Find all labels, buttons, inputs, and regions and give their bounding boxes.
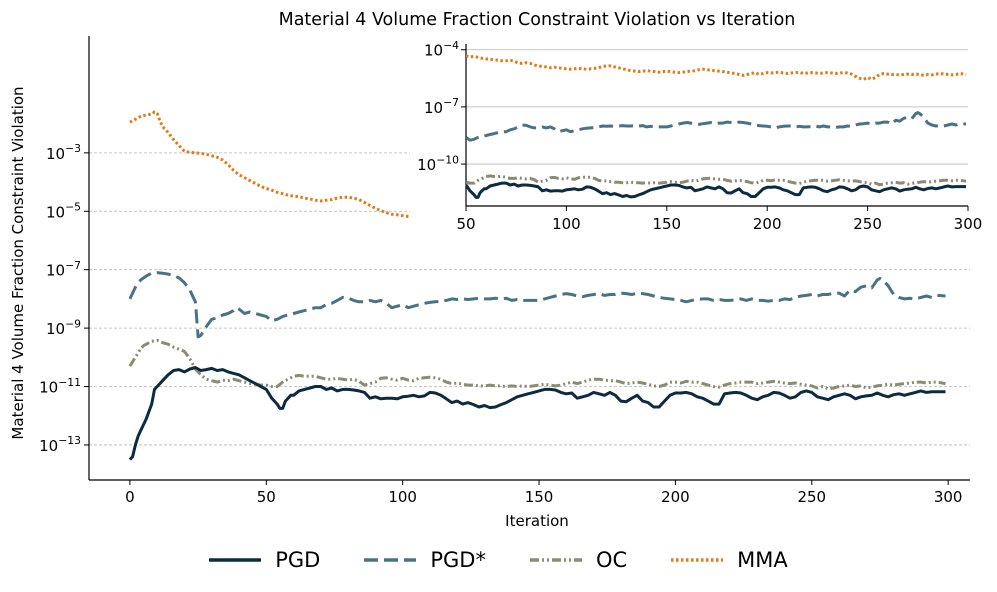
inset-plot: 10−4 10−7 10−10 50 100 150 200 250 300 xyxy=(410,36,982,238)
x-tick-label: 250 xyxy=(797,488,826,506)
chart-title: Material 4 Volume Fraction Constraint Vi… xyxy=(279,10,796,30)
inset-x-tick-label: 50 xyxy=(456,215,475,233)
legend-swatch-oc xyxy=(529,558,582,562)
inset-x-tick-label: 150 xyxy=(652,215,681,233)
inset-x-tick-label: 100 xyxy=(552,215,581,233)
legend: PGD PGD* OC MMA xyxy=(0,538,997,582)
y-tick-label: 10−11 xyxy=(39,376,81,397)
inset-x-tick-label: 250 xyxy=(853,215,882,233)
legend-item-mma: MMA xyxy=(671,548,788,572)
inset-background xyxy=(410,36,972,238)
y-tick-label: 10−9 xyxy=(46,317,81,338)
legend-swatch-mma xyxy=(671,558,724,562)
inset-series-line-pgd-star xyxy=(466,111,967,142)
y-tick-label: 10−13 xyxy=(39,434,81,455)
inset-y-tick-label: 10−7 xyxy=(424,96,459,117)
legend-label-pgd: PGD xyxy=(275,548,321,572)
x-axis-label: Iteration xyxy=(505,512,569,530)
inset-y-tick-label: 10−10 xyxy=(417,153,459,174)
y-axis-label: Material 4 Volume Fraction Constraint Vi… xyxy=(9,86,27,439)
y-tick-label: 10−7 xyxy=(46,259,81,280)
inset-x-tick-label: 200 xyxy=(753,215,782,233)
legend-label-pgd-star: PGD* xyxy=(430,548,486,572)
inset-x-tick-label: 300 xyxy=(954,215,983,233)
legend-item-pgd-star: PGD* xyxy=(364,548,486,572)
y-tick-label: 10−5 xyxy=(46,201,81,222)
x-tick-label: 150 xyxy=(525,488,554,506)
x-tick-label: 50 xyxy=(257,488,276,506)
x-tick-label: 200 xyxy=(661,488,690,506)
inset-series-line-oc xyxy=(466,174,967,187)
series-line-mma xyxy=(129,110,464,219)
series-line-pgd xyxy=(128,366,946,461)
legend-label-oc: OC xyxy=(595,548,628,572)
legend-swatch-pgd xyxy=(209,558,262,562)
y-tick-label: 10−3 xyxy=(46,142,81,163)
series-line-pgd-star xyxy=(128,271,946,339)
legend-label-mma: MMA xyxy=(737,548,788,572)
main-plot: 10−3 10−5 10−7 10−9 10−11 10−13 0 50 100 150 200 25… xyxy=(39,36,970,506)
legend-item-oc: OC xyxy=(529,548,628,572)
inset-y-tick-label: 10−4 xyxy=(424,39,459,60)
inset-series-line-pgd xyxy=(466,181,966,199)
legend-item-pgd: PGD xyxy=(209,548,320,572)
x-tick-label: 300 xyxy=(934,488,963,506)
legend-swatch-pgd-star xyxy=(364,558,417,562)
x-tick-label: 0 xyxy=(125,488,135,506)
x-tick-label: 100 xyxy=(388,488,417,506)
